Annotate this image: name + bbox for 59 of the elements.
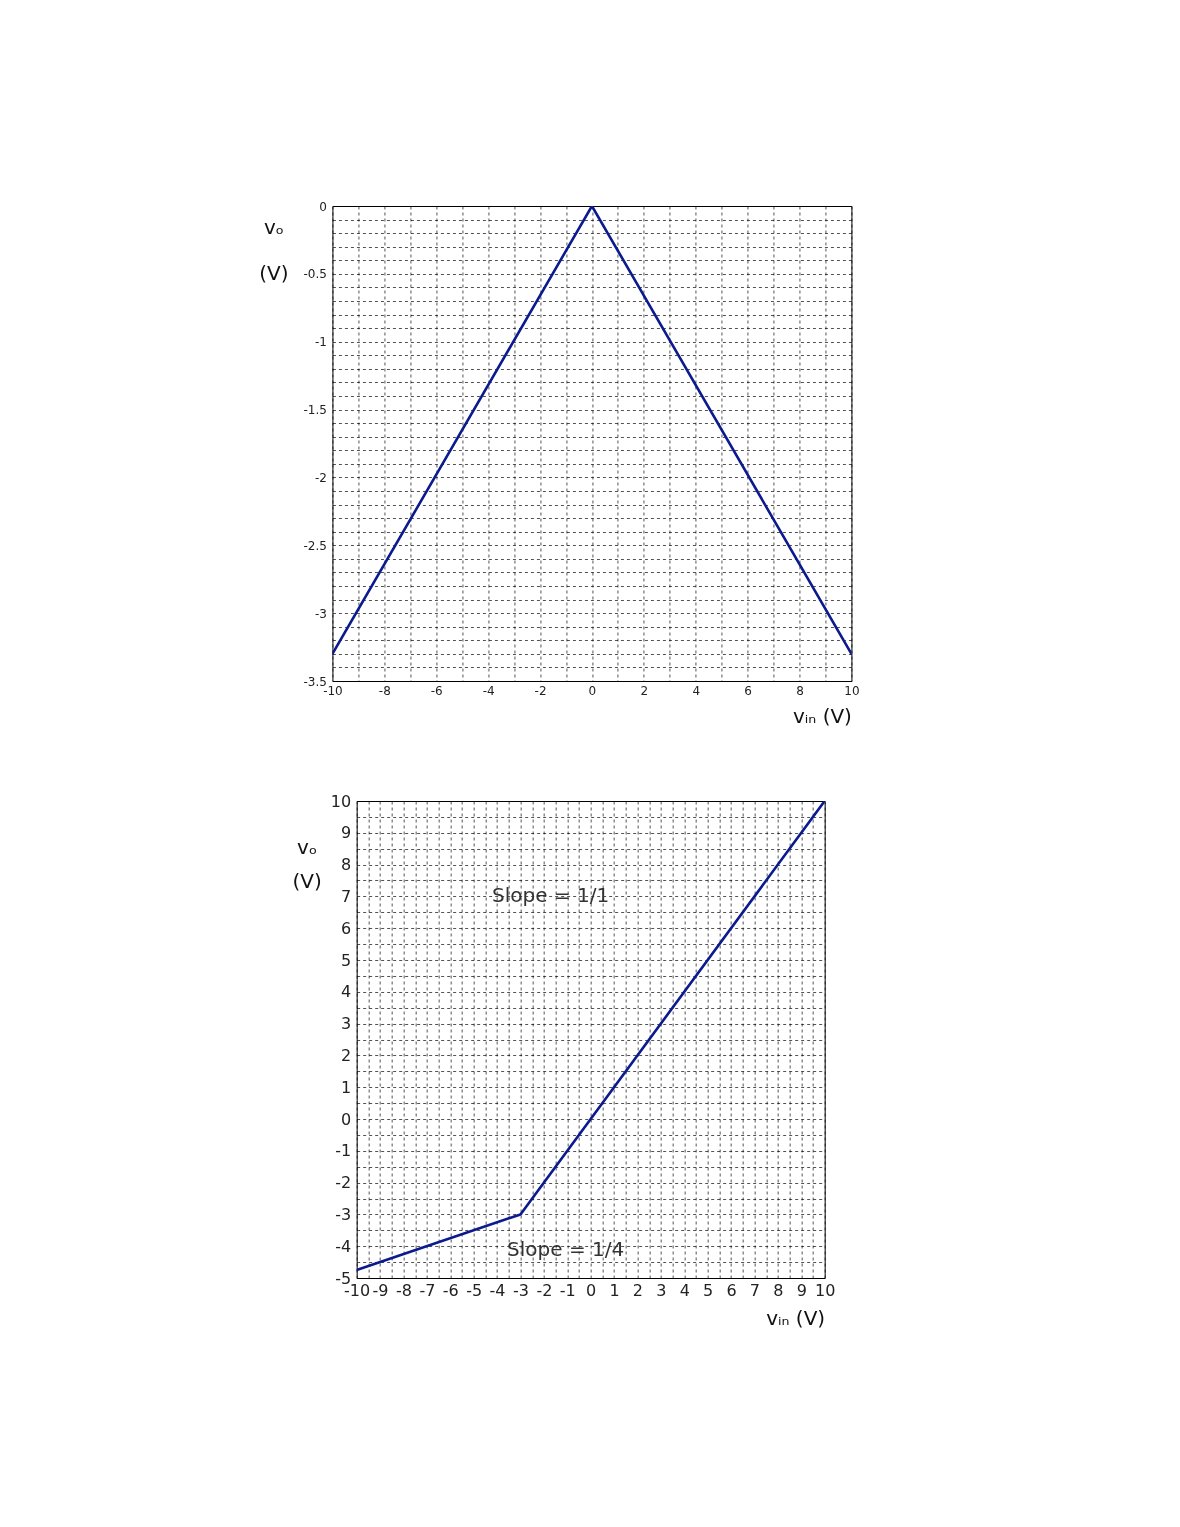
x-tick-label: -4: [489, 1280, 506, 1300]
x-tick-label: 4: [692, 683, 701, 698]
x-tick-label: -2: [534, 683, 547, 698]
x-tick-label: 0: [588, 683, 597, 698]
x-axis-title: vᵢₙ (V): [792, 703, 852, 728]
x-tick-label: 2: [632, 1280, 644, 1300]
y-tick-label: 1: [340, 1077, 352, 1097]
x-tick-label: -6: [430, 683, 443, 698]
x-tick-label: -2: [536, 1280, 553, 1300]
annotation: Slope = 1/4: [507, 1237, 625, 1261]
y-tick-label: -3: [335, 1204, 352, 1224]
x-tick-label: 6: [726, 1280, 737, 1300]
y-tick-label: 7: [340, 886, 352, 906]
y-axis-title: vₒ (V): [259, 214, 289, 285]
y-tick-label: -2: [335, 1173, 352, 1193]
x-tick-label: 3: [656, 1280, 667, 1300]
x-tick-label: 2: [640, 683, 649, 698]
x-tick-label: 10: [814, 1280, 836, 1300]
x-tick-label: -4: [482, 683, 495, 698]
x-tick-label: -8: [395, 1280, 412, 1300]
x-tick-label: 10: [844, 683, 860, 698]
x-tick-label: 1: [609, 1280, 620, 1300]
y-tick-label: -2: [314, 470, 327, 485]
y-tick-label: 5: [340, 950, 352, 970]
y-tick-label: 9: [340, 823, 352, 843]
y-tick-label: 0: [319, 199, 327, 214]
annotation: Slope = 1/1: [492, 883, 610, 907]
y-tick-label: -1.5: [303, 403, 327, 418]
y-tick-label: -0.5: [303, 267, 327, 282]
x-axis-title: vᵢₙ (V): [766, 1305, 826, 1330]
x-tick-label: -9: [372, 1280, 389, 1300]
y-tick-label: 6: [340, 918, 352, 938]
x-tick-label: 9: [796, 1280, 807, 1300]
y-tick-label: -1: [335, 1141, 352, 1161]
y-tick-label: -1: [314, 335, 327, 350]
x-tick-label: 6: [744, 683, 752, 698]
x-tick-label: 8: [773, 1280, 784, 1300]
y-tick-label: -3: [314, 606, 327, 621]
y-tick-label: 10: [330, 791, 352, 811]
x-tick-label: 5: [703, 1280, 714, 1300]
y-tick-label: 8: [340, 855, 352, 875]
y-axis-title: vₒ (V): [292, 834, 322, 893]
x-tick-label: -5: [466, 1280, 483, 1300]
x-tick-label: -8: [378, 683, 391, 698]
y-tick-label: -4: [335, 1236, 352, 1256]
x-tick-label: 8: [796, 683, 804, 698]
x-tick-label: -7: [419, 1280, 436, 1300]
y-tick-label: 3: [340, 1014, 352, 1034]
y-tick-label: 0: [340, 1109, 352, 1129]
y-tick-label: 2: [340, 1045, 352, 1065]
y-tick-label: -2.5: [303, 538, 327, 553]
y-tick-label: 4: [340, 982, 352, 1002]
x-tick-label: -6: [442, 1280, 459, 1300]
x-tick-label: 0: [586, 1280, 597, 1300]
x-tick-label: -1: [559, 1280, 576, 1300]
y-tick-label: -3.5: [303, 674, 327, 689]
x-tick-label: 4: [679, 1280, 690, 1300]
x-tick-label: -3: [512, 1280, 529, 1300]
x-tick-label: 7: [749, 1280, 761, 1300]
